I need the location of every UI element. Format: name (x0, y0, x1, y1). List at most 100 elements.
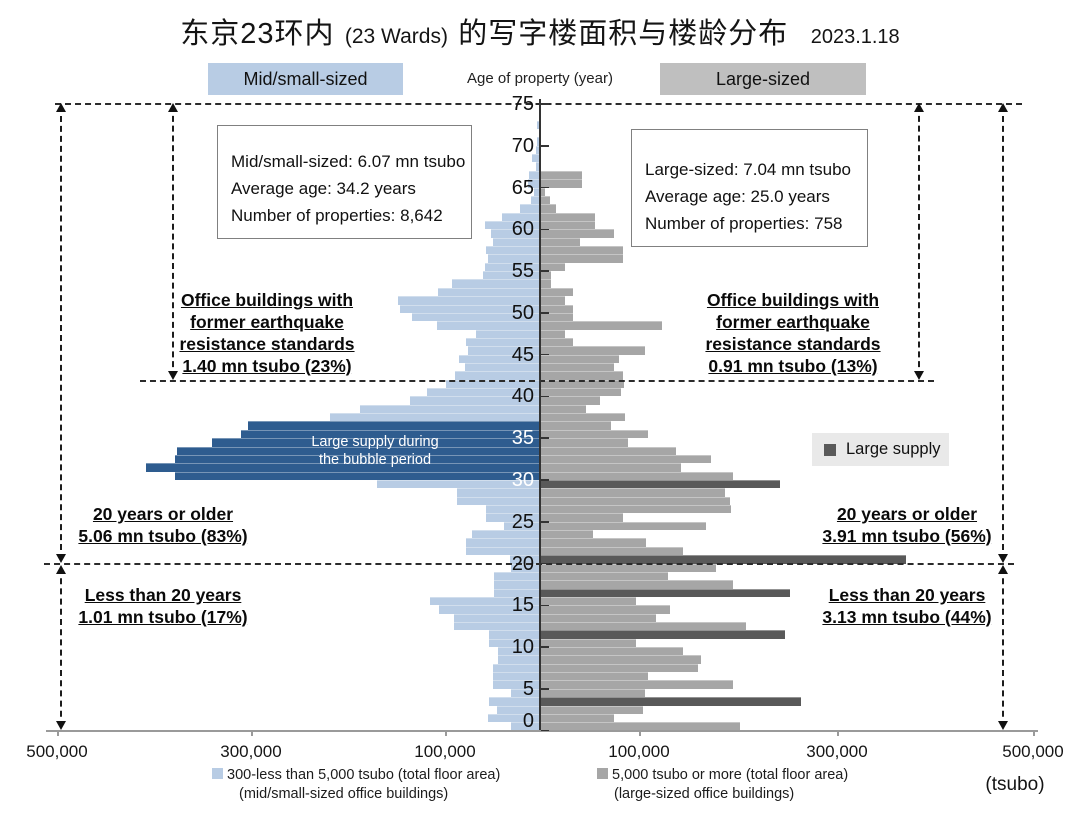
right-bar-age-40 (541, 388, 621, 397)
right-bar-age-5 (541, 680, 734, 689)
right-bar-age-64 (541, 187, 545, 196)
right-bar-age-12 (541, 622, 746, 631)
x-tick-2 (445, 730, 447, 736)
right-bar-age-58 (541, 237, 580, 247)
age-label-20: 20 (511, 552, 534, 575)
title-zh-part2: 的写字楼面积与楼龄分布 (458, 18, 789, 50)
age-tick-25 (541, 520, 549, 523)
title-zh-part1: 东京23环内 (180, 18, 335, 50)
right-bar-age-29-highlight (541, 479, 780, 489)
right-bar-age-39 (541, 396, 601, 405)
right-bar-age-23 (541, 530, 594, 539)
arrow-right-under20 (998, 565, 1008, 730)
info-mid-small-line2: Average age: 34.2 years (231, 179, 416, 198)
x-tick-0 (57, 730, 59, 736)
right-bar-age-47 (541, 329, 566, 338)
right-bar-age-30 (541, 471, 734, 480)
right-bar-age-14 (541, 605, 670, 614)
right-bar-age-8 (541, 655, 702, 664)
right-bar-age-56 (541, 254, 624, 263)
left-bar-age-55 (484, 262, 539, 272)
info-large-line3: Number of properties: 758 (645, 214, 843, 233)
age-tick-55 (541, 270, 549, 272)
age-label-40: 40 (511, 385, 534, 408)
annotation-older-left: 20 years or older 5.06 mn tsubo (83%) (78, 504, 248, 546)
right-bar-age-51 (541, 296, 566, 305)
right-bar-age-62 (541, 204, 556, 213)
left-bar-age-64 (534, 187, 539, 196)
left-bar-age-34-highlight (212, 438, 539, 447)
annotation-older-right: 20 years or older 3.91 mn tsubo (56%) (822, 504, 992, 546)
info-large-line1: Large-sized: 7.04 mn tsubo (645, 160, 852, 179)
left-bar-age-45 (468, 346, 539, 355)
left-bar-age-0 (510, 722, 539, 731)
right-bar-age-34 (541, 438, 629, 447)
tsubo-unit-label: (tsubo) (985, 774, 1045, 795)
right-bar-age-35 (541, 429, 648, 439)
right-bar-age-15 (541, 596, 637, 606)
left-bar-age-30-highlight (175, 471, 539, 480)
age-label-70: 70 (511, 134, 534, 157)
left-bar-age-32-highlight (175, 454, 539, 464)
left-bar-age-65 (528, 179, 539, 188)
right-bar-age-20-highlight (541, 555, 906, 564)
large-swatch-icon (597, 768, 608, 779)
right-bar-age-27 (541, 496, 731, 506)
right-bar-age-52 (541, 287, 573, 297)
age-tick-30 (541, 479, 549, 481)
left-bar-age-29 (377, 479, 539, 489)
x-label-2: 100,000 (414, 742, 476, 761)
age-label-25: 25 (511, 510, 534, 533)
right-bar-age-57 (541, 246, 624, 255)
left-bar-age-31-highlight (146, 463, 539, 472)
left-bar-age-21 (466, 546, 539, 556)
x-tick-4 (837, 730, 839, 736)
left-bar-age-42 (454, 371, 539, 380)
age-label-75: 75 (511, 93, 534, 115)
age-axis-title: Age of property (year) (467, 70, 613, 87)
age-tick-65 (541, 186, 549, 189)
age-label-30: 30 (511, 468, 534, 491)
left-bar-age-25 (485, 513, 539, 522)
refline-age75 (55, 103, 1022, 105)
left-bar-age-48 (437, 321, 539, 330)
right-bar-age-42 (541, 371, 624, 380)
left-bar-age-6 (493, 672, 539, 681)
right-bar-age-32 (541, 454, 711, 464)
age-tick-50 (541, 312, 549, 314)
right-bar-age-43 (541, 363, 614, 372)
arrow-left-under20 (56, 565, 66, 730)
right-bar-age-38 (541, 404, 586, 414)
left-bar-age-49 (411, 312, 539, 322)
left-bar-age-12 (453, 622, 539, 631)
right-bar-age-26 (541, 505, 732, 514)
age-label-55: 55 (511, 260, 534, 283)
age-label-60: 60 (511, 218, 534, 241)
right-bar-age-1 (541, 713, 614, 723)
right-bar-age-60 (541, 220, 596, 230)
large-supply-swatch-icon (824, 444, 836, 456)
right-bar-age-24 (541, 521, 706, 531)
left-bar-age-51 (398, 296, 539, 305)
left-bar-age-61 (502, 212, 539, 221)
right-bar-age-11-highlight (541, 630, 786, 639)
x-label-0: 500,000 (26, 742, 88, 761)
left-bar-age-11 (488, 630, 539, 639)
right-bar-age-17 (541, 580, 734, 589)
left-bar-age-38 (359, 404, 539, 414)
left-bar-age-60 (484, 220, 539, 230)
left-bar-age-54 (482, 271, 539, 280)
arrow-right-earthquake (914, 103, 924, 380)
left-bar-age-43 (465, 363, 539, 372)
arrow-left-20plus (56, 103, 66, 563)
left-bar-age-13 (453, 613, 539, 622)
left-bar-age-67 (536, 162, 539, 171)
age-label-45: 45 (511, 343, 534, 366)
age-label-65: 65 (511, 176, 534, 199)
left-bar-age-62 (519, 204, 539, 213)
left-bar-age-72 (537, 120, 539, 130)
left-bar-age-46 (466, 337, 539, 347)
title-date: 2023.1.18 (810, 26, 900, 48)
age-tick-15 (541, 604, 549, 607)
